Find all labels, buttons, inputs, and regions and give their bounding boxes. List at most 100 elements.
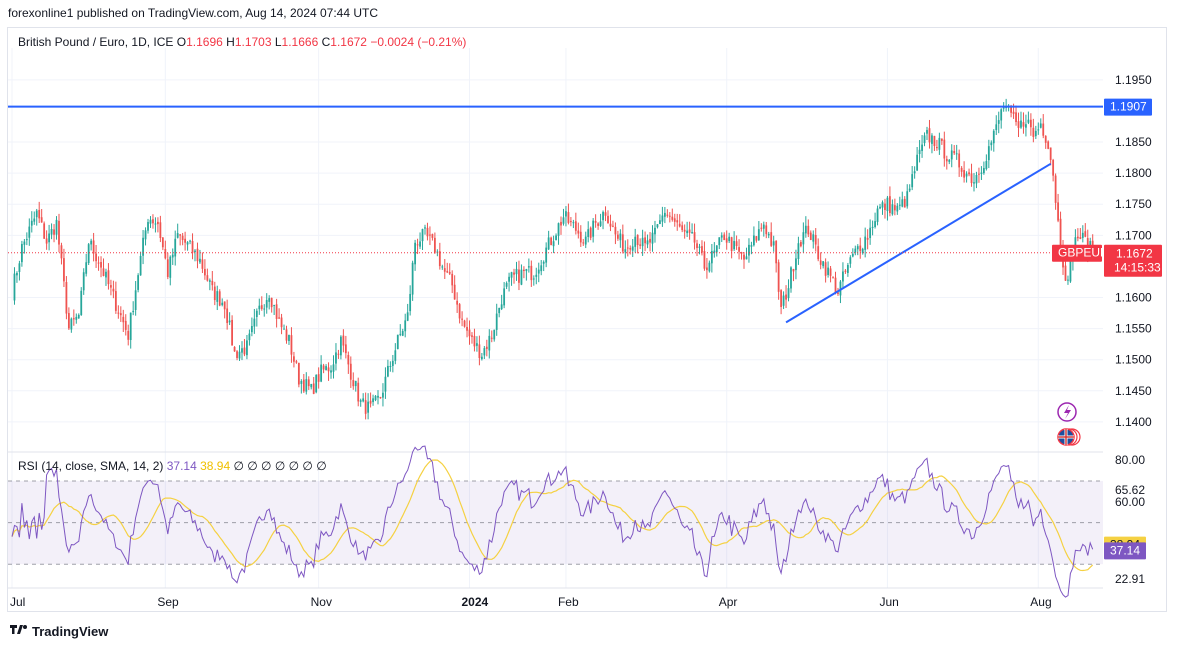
candle-body: [419, 241, 421, 247]
candle-body: [1034, 130, 1037, 137]
candle-body: [681, 225, 684, 231]
time-axis-label: Aug: [1030, 595, 1051, 609]
candle-body: [456, 300, 459, 305]
candle-body: [344, 344, 347, 354]
candle-body: [797, 243, 800, 260]
candle-body: [612, 225, 614, 227]
time-axis-label: Jul: [10, 595, 25, 609]
candle-body: [693, 232, 696, 243]
high-value: 1.1703: [234, 35, 272, 49]
candle-body: [203, 268, 206, 276]
candle-body: [701, 246, 703, 253]
candle-body: [866, 237, 869, 240]
candle-body: [753, 235, 755, 246]
candle-body: [621, 234, 624, 252]
candle-body: [1064, 265, 1067, 281]
candle-body: [117, 312, 120, 314]
candle-body: [943, 139, 946, 159]
candle-body: [352, 380, 355, 387]
candle-body: [95, 253, 97, 262]
candle-body: [659, 220, 661, 225]
candle-body: [45, 238, 48, 244]
candle-body: [310, 383, 313, 388]
candle-body: [473, 335, 476, 347]
candle-body: [614, 226, 617, 235]
trend-line: [785, 162, 1052, 324]
candle-body: [616, 234, 619, 239]
candle-body: [409, 293, 412, 312]
candle-body: [359, 400, 362, 402]
candle-body: [97, 262, 100, 264]
candle-body: [911, 174, 914, 188]
candle-body: [654, 227, 656, 235]
candle-body: [223, 301, 226, 310]
candle-body: [565, 211, 567, 217]
time-axis-label: 2024: [462, 595, 489, 609]
candle-body: [174, 238, 177, 257]
candle-body: [265, 300, 268, 308]
candle-body: [849, 257, 852, 264]
candle-body: [448, 271, 451, 274]
candle-body: [85, 262, 88, 274]
candle-body: [589, 227, 592, 238]
rsi-value-badge-bg: [1104, 542, 1146, 560]
candle-body: [646, 240, 649, 245]
footer-brand: TradingView: [32, 624, 109, 639]
candle-body: [720, 235, 723, 238]
candle-body: [893, 205, 896, 211]
candle-body: [750, 245, 753, 247]
candle-body: [795, 258, 797, 271]
candle-body: [545, 247, 548, 263]
candle-body: [889, 196, 891, 214]
candle-body: [844, 270, 847, 272]
countdown-badge: 14:15:33: [1114, 261, 1161, 275]
candle-body: [1081, 232, 1084, 238]
candle-body: [997, 120, 1000, 124]
candle-body: [122, 316, 125, 323]
candle-body: [169, 256, 172, 278]
grid-layer: [8, 48, 1103, 589]
candle-body: [978, 173, 980, 175]
candle-body: [211, 280, 214, 286]
candle-body: [340, 336, 342, 356]
candle-body: [490, 337, 493, 339]
candle-body: [433, 237, 436, 253]
candle-body: [931, 135, 933, 144]
candle-body: [208, 280, 211, 282]
candle-body: [530, 265, 533, 281]
candle-body: [859, 245, 862, 252]
candle-body: [179, 234, 182, 236]
candle-body: [297, 363, 300, 385]
candle-body: [923, 135, 926, 144]
candle-body: [386, 365, 389, 377]
candle-body: [780, 290, 783, 307]
candle-body: [1017, 121, 1020, 128]
candle-body: [552, 241, 555, 247]
candle-body: [129, 312, 132, 341]
candle-body: [194, 250, 196, 253]
candle-body: [416, 244, 419, 246]
candle-body: [532, 278, 535, 280]
candle-body: [772, 241, 775, 246]
candle-body: [233, 346, 236, 352]
candle-body: [332, 364, 335, 372]
candle-body: [1047, 141, 1050, 149]
candle-body: [1020, 120, 1022, 128]
candle-body: [468, 329, 471, 337]
candle-body: [255, 310, 258, 318]
open-label: O: [176, 35, 187, 49]
candle-body: [663, 212, 666, 217]
candle-body: [137, 275, 140, 290]
candle-body: [152, 219, 154, 224]
candle-body: [166, 259, 169, 277]
candle-body: [525, 269, 528, 272]
rsi-legend-value: 37.14: [166, 459, 197, 473]
candle-body: [940, 138, 943, 141]
candle-body: [814, 234, 817, 245]
candle-body: [708, 262, 711, 272]
candle-body: [446, 271, 449, 273]
candle-body: [132, 310, 135, 313]
candle-body: [443, 268, 446, 272]
candle-body: [1059, 218, 1062, 248]
